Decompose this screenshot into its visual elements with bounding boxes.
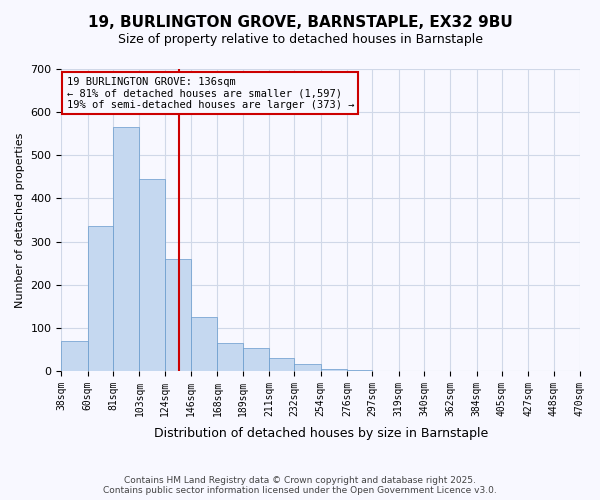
Bar — [164, 259, 191, 371]
Bar — [191, 317, 217, 371]
X-axis label: Distribution of detached houses by size in Barnstaple: Distribution of detached houses by size … — [154, 427, 488, 440]
Text: 19 BURLINGTON GROVE: 136sqm
← 81% of detached houses are smaller (1,597)
19% of : 19 BURLINGTON GROVE: 136sqm ← 81% of det… — [67, 76, 354, 110]
Bar — [61, 340, 88, 371]
Text: 19, BURLINGTON GROVE, BARNSTAPLE, EX32 9BU: 19, BURLINGTON GROVE, BARNSTAPLE, EX32 9… — [88, 15, 512, 30]
Text: Size of property relative to detached houses in Barnstaple: Size of property relative to detached ho… — [118, 32, 482, 46]
Bar — [217, 343, 242, 371]
Bar — [242, 348, 269, 371]
Bar — [139, 179, 164, 371]
Bar — [113, 127, 139, 371]
Bar — [294, 364, 321, 371]
Text: Contains HM Land Registry data © Crown copyright and database right 2025.
Contai: Contains HM Land Registry data © Crown c… — [103, 476, 497, 495]
Y-axis label: Number of detached properties: Number of detached properties — [15, 132, 25, 308]
Bar — [269, 358, 294, 371]
Bar — [88, 226, 113, 371]
Bar — [321, 369, 347, 371]
